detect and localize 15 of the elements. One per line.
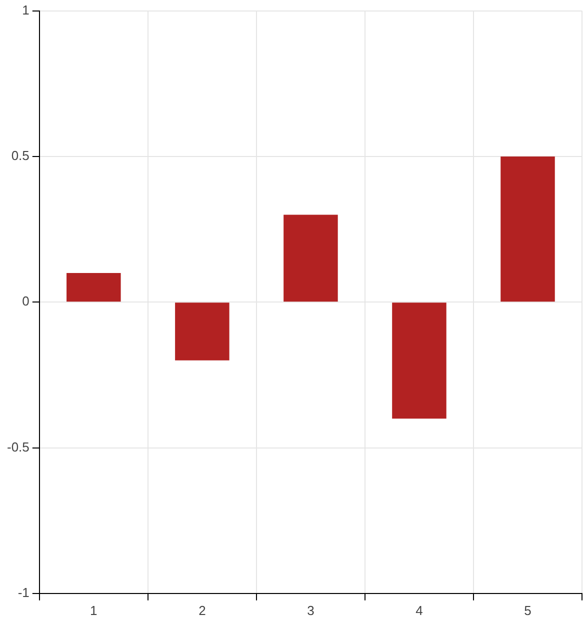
x-tick-label: 5 bbox=[524, 602, 532, 618]
x-tick-label: 3 bbox=[307, 602, 314, 618]
bar bbox=[500, 156, 555, 302]
bar bbox=[392, 302, 446, 419]
x-tick-label: 4 bbox=[416, 602, 423, 618]
bar bbox=[66, 272, 121, 302]
y-tick-label: 0.5 bbox=[11, 148, 30, 164]
x-tick-label: 1 bbox=[90, 602, 98, 618]
y-tick-label: -1 bbox=[18, 584, 30, 600]
y-tick-label: -0.5 bbox=[6, 439, 30, 454]
bar bbox=[284, 214, 338, 302]
bar bbox=[175, 302, 230, 360]
y-tick-label: 0 bbox=[22, 294, 30, 309]
x-tick-label: 2 bbox=[198, 602, 206, 618]
y-tick-label: 1 bbox=[22, 2, 30, 18]
